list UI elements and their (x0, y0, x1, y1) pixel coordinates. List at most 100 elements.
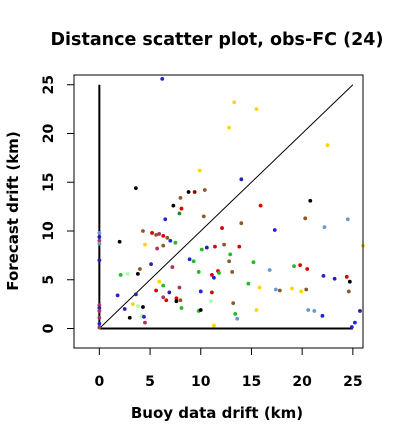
data-point (208, 299, 213, 304)
data-point (174, 296, 179, 301)
data-point (198, 289, 203, 294)
data-point (115, 293, 120, 298)
data-point (306, 308, 311, 312)
data-point (165, 235, 170, 240)
data-point (187, 257, 192, 262)
data-point (204, 245, 209, 250)
data-point (179, 306, 184, 310)
data-point (141, 229, 145, 233)
data-point (161, 243, 166, 248)
x-tick-label: 20 (292, 374, 312, 390)
data-point (298, 263, 303, 268)
data-point (344, 274, 349, 279)
data-point (349, 325, 354, 329)
data-point (97, 238, 102, 243)
data-point (97, 303, 102, 307)
data-point (304, 287, 309, 292)
data-point (163, 217, 168, 222)
data-point (312, 309, 317, 313)
y-tick-label: 25 (41, 75, 57, 94)
data-point (227, 259, 232, 264)
data-point (267, 268, 272, 272)
chart-title: Distance scatter plot, obs-FC (24) (51, 30, 384, 50)
x-axis: 0 5 10 15 20 25 (94, 348, 363, 390)
y-tick-label: 5 (41, 275, 57, 285)
data-point (325, 143, 330, 148)
data-point (179, 206, 184, 211)
data-point (212, 323, 216, 328)
data-point (97, 231, 102, 235)
data-point (352, 320, 357, 325)
data-point (97, 309, 102, 313)
data-point (257, 285, 262, 290)
data-point (347, 279, 352, 284)
data-point (138, 267, 142, 271)
data-point (168, 238, 173, 243)
data-point (299, 289, 304, 294)
data-point (97, 325, 102, 330)
data-point (170, 265, 175, 269)
data-point (164, 298, 169, 303)
x-axis-label: Buoy data drift (km) (131, 404, 303, 422)
data-point (222, 242, 226, 247)
data-point (197, 168, 202, 173)
data-point (332, 276, 337, 281)
data-point (322, 225, 327, 230)
diagonal-reference-line (99, 84, 354, 329)
data-point (161, 283, 166, 288)
data-point (150, 231, 154, 235)
data-point (233, 311, 238, 316)
data-point (154, 233, 159, 237)
data-point (277, 288, 282, 293)
data-point (117, 239, 122, 244)
data-point (199, 247, 204, 252)
data-point (161, 295, 166, 300)
y-axis-label: Forecast drift (km) (4, 131, 22, 290)
data-point (254, 107, 259, 112)
data-point (157, 279, 162, 284)
data-point (235, 316, 240, 321)
data-point (171, 203, 176, 208)
data-point (220, 226, 224, 230)
x-tick-label: 10 (191, 374, 211, 390)
data-point (239, 177, 244, 182)
data-point (272, 228, 277, 232)
data-point (173, 240, 178, 245)
data-point (97, 315, 102, 320)
data-point (290, 286, 294, 291)
data-point (202, 188, 207, 192)
data-point (178, 298, 183, 303)
data-point (303, 216, 308, 221)
data-point (97, 321, 102, 326)
y-tick-label: 0 (41, 323, 57, 333)
plot-area (97, 77, 365, 330)
data-point (154, 288, 159, 293)
data-point (292, 264, 296, 268)
data-point (142, 314, 146, 319)
data-point (196, 270, 201, 274)
data-point (97, 234, 102, 239)
data-point (157, 232, 162, 236)
data-point (232, 100, 237, 105)
data-point (258, 203, 263, 208)
y-tick-label: 10 (41, 221, 57, 241)
data-point (177, 211, 182, 216)
data-point (127, 315, 132, 320)
data-point (246, 281, 251, 286)
data-point (177, 285, 182, 290)
data-point (118, 272, 123, 277)
data-point (198, 308, 203, 312)
data-point (143, 320, 147, 325)
data-point (227, 125, 232, 130)
data-point (160, 77, 165, 81)
data-point (143, 242, 147, 247)
data-point (345, 217, 350, 222)
data-point (254, 308, 259, 312)
data-point (122, 307, 127, 311)
data-point (213, 244, 217, 249)
data-point (97, 306, 102, 310)
data-point (230, 270, 235, 274)
data-point (149, 262, 153, 267)
data-point (201, 214, 206, 219)
